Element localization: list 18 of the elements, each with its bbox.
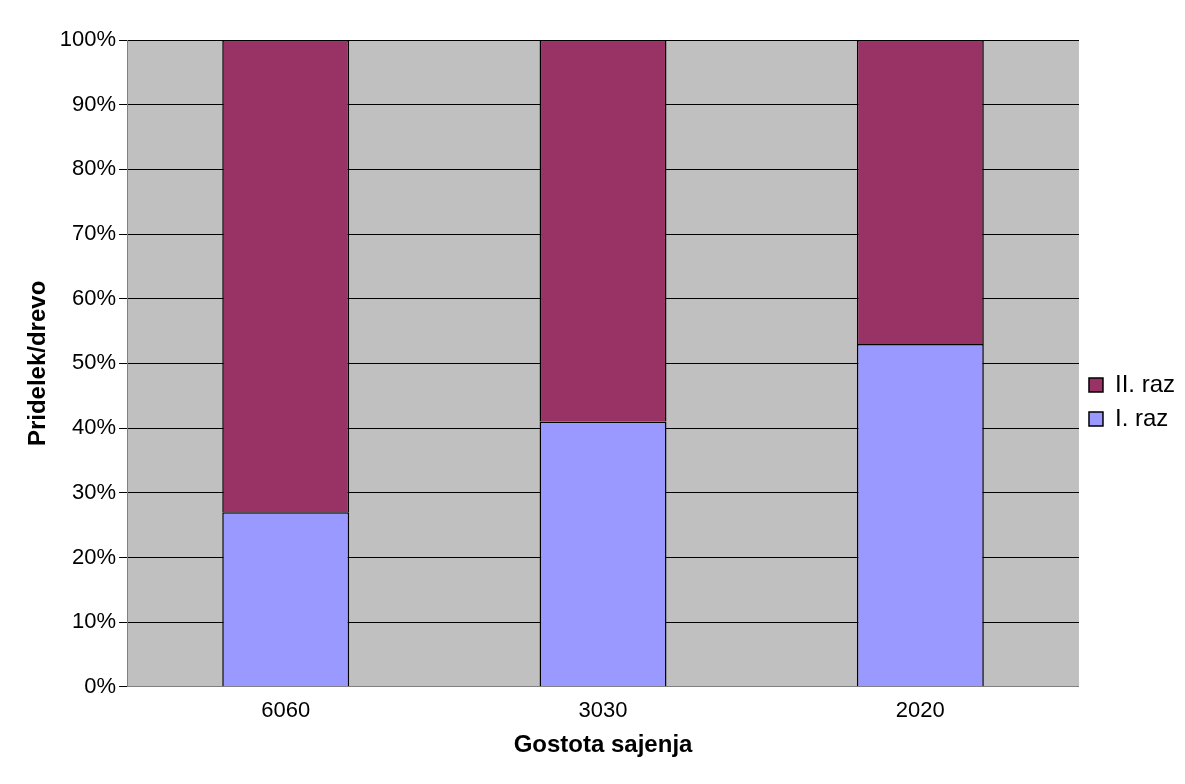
x-tick-label: 3030 — [578, 697, 628, 723]
legend-label: II. raz — [1114, 369, 1175, 397]
y-tick-label: 40% — [72, 414, 117, 440]
y-axis-title: Pridelek/drevo — [23, 280, 51, 447]
legend-label: I. raz — [1114, 403, 1169, 431]
y-tick-label: 30% — [72, 478, 117, 504]
x-axis-title: Gostota sajenja — [513, 730, 694, 758]
y-tick-label: 100% — [59, 26, 117, 52]
y-tick-label: 90% — [72, 90, 117, 116]
y-tick-label: 50% — [72, 349, 117, 375]
y-tick-label: 10% — [72, 608, 117, 634]
y-tick-label: 20% — [72, 543, 117, 569]
y-tick-label: 0% — [84, 672, 117, 698]
y-tick-label: 70% — [72, 220, 117, 246]
y-tick-label: 80% — [72, 155, 117, 181]
x-tick-label: 2020 — [895, 697, 945, 723]
x-tick-label: 6060 — [261, 697, 311, 723]
y-tick-label: 60% — [72, 284, 117, 310]
